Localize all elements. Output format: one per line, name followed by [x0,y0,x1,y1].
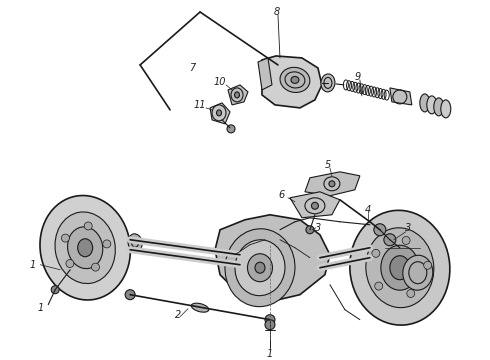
Text: 10: 10 [214,77,226,87]
Text: 1: 1 [267,348,273,359]
Text: 5: 5 [325,160,331,170]
Ellipse shape [403,255,433,290]
Ellipse shape [329,181,335,187]
Ellipse shape [225,229,295,307]
Ellipse shape [441,100,451,118]
Ellipse shape [128,234,142,252]
Text: 2: 2 [175,310,181,320]
Circle shape [61,234,70,242]
Circle shape [103,240,111,248]
Circle shape [424,261,432,269]
Circle shape [66,260,74,267]
Circle shape [265,320,275,330]
Ellipse shape [321,74,335,92]
Text: 3: 3 [315,223,321,233]
Circle shape [125,290,135,300]
Polygon shape [390,88,412,105]
Polygon shape [290,192,340,218]
Ellipse shape [427,96,437,114]
Circle shape [375,282,383,290]
Ellipse shape [235,92,240,98]
Circle shape [372,249,380,257]
Ellipse shape [217,110,221,116]
Polygon shape [258,58,272,90]
Ellipse shape [247,254,272,282]
Polygon shape [215,215,330,302]
Circle shape [407,289,415,297]
Circle shape [265,315,275,325]
Circle shape [384,234,396,246]
Ellipse shape [280,67,310,93]
Ellipse shape [434,98,444,116]
Ellipse shape [235,240,285,296]
Text: 9: 9 [355,72,361,82]
Ellipse shape [78,239,93,257]
Ellipse shape [381,245,419,290]
Ellipse shape [40,195,130,300]
Circle shape [227,125,235,133]
Circle shape [51,286,59,294]
Circle shape [402,237,410,244]
Polygon shape [305,172,360,196]
Circle shape [306,226,314,234]
Ellipse shape [312,202,318,209]
Text: 7: 7 [189,63,195,73]
Ellipse shape [291,76,299,84]
Polygon shape [262,56,322,108]
Text: 8: 8 [274,7,280,17]
Text: 11: 11 [194,100,206,110]
Ellipse shape [366,228,434,308]
Text: 1: 1 [29,260,35,270]
Polygon shape [228,85,248,105]
Circle shape [84,222,92,230]
Circle shape [92,263,99,271]
Text: 4: 4 [365,205,371,215]
Text: 6: 6 [279,190,285,200]
Ellipse shape [255,262,265,273]
Ellipse shape [350,210,450,325]
Text: 1: 1 [37,303,43,313]
Ellipse shape [390,256,410,280]
Text: 3: 3 [405,223,411,233]
Ellipse shape [68,227,103,269]
Ellipse shape [55,212,115,284]
Polygon shape [210,103,230,124]
Ellipse shape [420,94,430,112]
Circle shape [374,224,386,236]
Ellipse shape [191,303,209,312]
